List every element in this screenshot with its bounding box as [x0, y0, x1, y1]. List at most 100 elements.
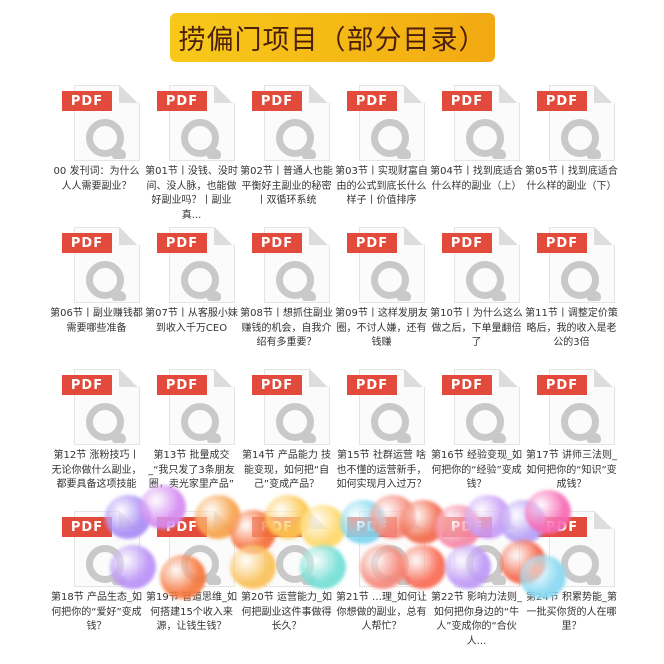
reader-logo-icon [466, 119, 506, 159]
file-name: 第04节丨找到底适合什么样的副业（上） [430, 166, 523, 192]
reader-logo-icon [276, 119, 316, 159]
page-fold-icon [214, 369, 233, 387]
pdf-file-item[interactable]: PDF 第15节 社群运营 啥也不懂的运营新手，如何实现月入过万？ [335, 367, 428, 509]
page-fold-icon [119, 85, 138, 103]
page-fold-icon [499, 227, 518, 245]
reader-logo-icon [86, 403, 126, 443]
reader-logo-icon [181, 403, 221, 443]
reader-logo-icon [181, 119, 221, 159]
page-fold-icon [309, 227, 328, 245]
pdf-file-item[interactable]: PDF 第21节 …理_如何让你想做的副业，总有人帮忙？ [335, 509, 428, 651]
reader-logo-icon [276, 403, 316, 443]
pdf-file-item[interactable]: PDF 第05节丨找到底适合什么样的副业（下） [525, 83, 618, 225]
pdf-file-item[interactable]: PDF 第07节丨从客服小妹到收入千万CEO [145, 225, 238, 367]
reader-logo-icon [561, 545, 601, 585]
page-fold-icon [499, 369, 518, 387]
reader-logo-icon [181, 545, 221, 585]
reader-logo-icon [86, 119, 126, 159]
pdf-file-item[interactable]: PDF 第18节 产品生态_如何把你的“爱好”变成钱？ [50, 509, 143, 651]
pdf-file-item[interactable]: PDF 第13节 批量成交_“我只发了3条朋友圈，卖光家里产品” [145, 367, 238, 509]
page-fold-icon [594, 369, 613, 387]
file-name: 第09节丨这样发朋友圈，不讨人嫌，还有钱赚 [335, 308, 428, 348]
file-name: 第18节 产品生态_如何把你的“爱好”变成钱？ [51, 592, 142, 632]
pdf-badge: PDF [62, 517, 112, 537]
page-fold-icon [499, 85, 518, 103]
pdf-badge: PDF [157, 375, 207, 395]
pdf-badge: PDF [537, 91, 587, 111]
page-fold-icon [594, 511, 613, 529]
pdf-file-item[interactable]: PDF 第14节 产品能力 技能变现，如何把“自己”变成产品？ [240, 367, 333, 509]
file-name: 第24节 积累势能_第一批买你货的人在哪里？ [526, 592, 617, 632]
reader-logo-icon [371, 545, 411, 585]
reader-logo-icon [181, 261, 221, 301]
reader-logo-icon [276, 261, 316, 301]
page-fold-icon [309, 85, 328, 103]
page-fold-icon [214, 511, 233, 529]
pdf-file-item[interactable]: PDF 第24节 积累势能_第一批买你货的人在哪里？ [525, 509, 618, 651]
pdf-badge: PDF [442, 91, 492, 111]
pdf-badge: PDF [252, 517, 302, 537]
pdf-file-item[interactable]: PDF 第10节丨为什么这么做之后，下单量翻倍了 [430, 225, 523, 367]
pdf-badge: PDF [442, 517, 492, 537]
page-fold-icon [404, 511, 423, 529]
pdf-file-item[interactable]: PDF 第11节丨调整定价策略后，我的收入是老公的3倍 [525, 225, 618, 367]
page-fold-icon [214, 85, 233, 103]
file-name: 第21节 …理_如何让你想做的副业，总有人帮忙？ [336, 592, 427, 632]
page-title: 捞偏门项目（部分目录） [170, 13, 495, 62]
reader-logo-icon [276, 545, 316, 585]
reader-logo-icon [86, 545, 126, 585]
pdf-badge: PDF [62, 233, 112, 253]
pdf-file-item[interactable]: PDF 第19节 管道思维_如何搭建15个收入来源，让钱生钱？ [145, 509, 238, 651]
file-name: 第05节丨找到底适合什么样的副业（下） [525, 166, 618, 192]
reader-logo-icon [86, 261, 126, 301]
reader-logo-icon [466, 545, 506, 585]
reader-logo-icon [371, 403, 411, 443]
reader-logo-icon [371, 261, 411, 301]
pdf-file-item[interactable]: PDF 第03节丨实现财富自由的公式到底长什么样子丨价值排序 [335, 83, 428, 225]
page-fold-icon [309, 369, 328, 387]
pdf-badge: PDF [442, 233, 492, 253]
file-name: 第10节丨为什么这么做之后，下单量翻倍了 [430, 308, 523, 348]
pdf-badge: PDF [347, 233, 397, 253]
file-name: 第03节丨实现财富自由的公式到底长什么样子丨价值排序 [335, 166, 428, 206]
pdf-file-item[interactable]: PDF 第02节丨普通人也能平衡好主副业的秘密丨双循环系统 [240, 83, 333, 225]
file-name: 第12节 涨粉技巧丨无论你做什么副业，都要具备这项技能 [51, 450, 142, 490]
file-name: 第01节丨没钱、没时间、没人脉，也能做好副业吗？丨副业真... [145, 166, 238, 221]
pdf-file-item[interactable]: PDF 第17节 讲师三法则_如何把你的“知识”变成钱？ [525, 367, 618, 509]
pdf-file-item[interactable]: PDF 00 发刊词：为什么人人需要副业？ [50, 83, 143, 225]
pdf-file-item[interactable]: PDF 第01节丨没钱、没时间、没人脉，也能做好副业吗？丨副业真... [145, 83, 238, 225]
pdf-file-item[interactable]: PDF 第06节丨副业赚钱都需要哪些准备 [50, 225, 143, 367]
page-fold-icon [594, 85, 613, 103]
pdf-badge: PDF [442, 375, 492, 395]
file-name: 第07节丨从客服小妹到收入千万CEO [145, 308, 238, 334]
pdf-badge: PDF [157, 517, 207, 537]
pdf-file-item[interactable]: PDF 第16节 经验变现_如何把你的“经验”变成钱？ [430, 367, 523, 509]
pdf-badge: PDF [157, 233, 207, 253]
page-fold-icon [594, 227, 613, 245]
pdf-file-item[interactable]: PDF 第08节丨想抓住副业赚钱的机会，自我介绍有多重要？ [240, 225, 333, 367]
pdf-file-item[interactable]: PDF 第12节 涨粉技巧丨无论你做什么副业，都要具备这项技能 [50, 367, 143, 509]
file-name: 第15节 社群运营 啥也不懂的运营新手，如何实现月入过万？ [336, 450, 427, 490]
file-name: 00 发刊词：为什么人人需要副业？ [53, 166, 140, 192]
page-fold-icon [404, 369, 423, 387]
page-fold-icon [214, 227, 233, 245]
file-name: 第19节 管道思维_如何搭建15个收入来源，让钱生钱？ [146, 592, 237, 632]
pdf-badge: PDF [537, 517, 587, 537]
file-name: 第06节丨副业赚钱都需要哪些准备 [50, 308, 143, 334]
pdf-file-item[interactable]: PDF 第20节 运营能力_如何把副业这件事做得长久？ [240, 509, 333, 651]
pdf-badge: PDF [347, 91, 397, 111]
reader-logo-icon [466, 261, 506, 301]
pdf-badge: PDF [62, 375, 112, 395]
pdf-file-item[interactable]: PDF 第22节 影响力法则_如何把你身边的“牛人”变成你的“合伙人... [430, 509, 523, 651]
pdf-file-item[interactable]: PDF 第09节丨这样发朋友圈，不讨人嫌，还有钱赚 [335, 225, 428, 367]
page-fold-icon [499, 511, 518, 529]
pdf-badge: PDF [252, 233, 302, 253]
page-fold-icon [119, 511, 138, 529]
file-name: 第13节 批量成交_“我只发了3条朋友圈，卖光家里产品” [148, 450, 235, 490]
pdf-file-item[interactable]: PDF 第04节丨找到底适合什么样的副业（上） [430, 83, 523, 225]
file-name: 第20节 运营能力_如何把副业这件事做得长久？ [241, 592, 332, 632]
reader-logo-icon [466, 403, 506, 443]
reader-logo-icon [561, 403, 601, 443]
reader-logo-icon [561, 119, 601, 159]
page-fold-icon [404, 227, 423, 245]
